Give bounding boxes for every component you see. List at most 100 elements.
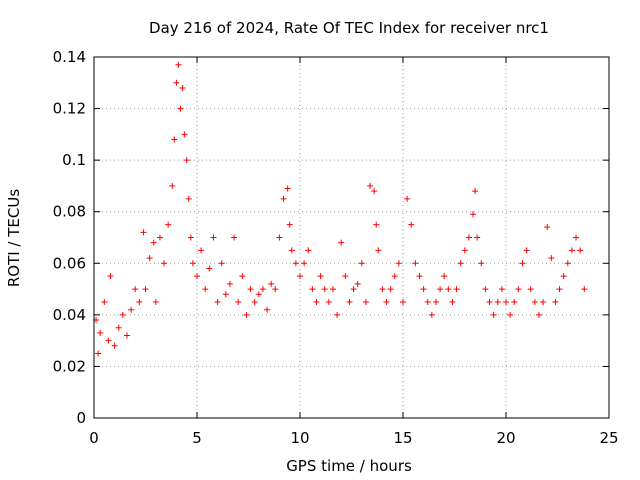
data-point [338, 239, 345, 246]
data-point [527, 286, 534, 293]
y-tick-label: 0.1 [62, 151, 86, 169]
data-point [449, 298, 456, 305]
data-point [136, 298, 143, 305]
data-point [107, 273, 114, 280]
data-point [231, 234, 238, 241]
data-point [305, 247, 312, 254]
grid-lines [94, 57, 609, 418]
data-point [214, 298, 221, 305]
data-point [424, 298, 431, 305]
data-point [342, 273, 349, 280]
data-point [453, 286, 460, 293]
data-point [519, 260, 526, 267]
data-point [329, 286, 336, 293]
x-tick-label: 5 [192, 429, 202, 447]
data-point [416, 273, 423, 280]
data-point [264, 306, 271, 313]
data-point [119, 311, 126, 318]
data-point [373, 221, 380, 228]
data-point [288, 247, 295, 254]
data-point [523, 247, 530, 254]
data-point [101, 298, 108, 305]
data-point [358, 260, 365, 267]
data-point [535, 311, 542, 318]
data-point [243, 311, 250, 318]
data-point [581, 286, 588, 293]
data-point [470, 211, 477, 218]
data-point [284, 185, 291, 192]
data-point [503, 298, 509, 305]
data-point [280, 195, 287, 202]
data-point [175, 61, 182, 68]
data-point [375, 247, 382, 254]
data-point [239, 273, 246, 280]
y-axis-label: ROTI / TECUs [5, 189, 23, 287]
data-point [140, 229, 147, 236]
data-point [185, 195, 192, 202]
data-point [461, 247, 468, 254]
data-point [161, 260, 168, 267]
data-point [276, 234, 283, 241]
data-point [354, 280, 361, 287]
data-point [371, 188, 378, 195]
data-point [105, 337, 112, 344]
x-tick-label: 10 [290, 429, 309, 447]
chart-title: Day 216 of 2024, Rate Of TEC Index for r… [149, 19, 549, 37]
data-point [544, 224, 551, 231]
data-point [210, 234, 217, 241]
data-point [272, 286, 279, 293]
data-point [177, 105, 184, 112]
data-point [573, 234, 580, 241]
data-point [255, 291, 262, 298]
data-point [400, 298, 406, 305]
data-point [490, 311, 497, 318]
data-point [577, 247, 584, 254]
data-point [556, 286, 563, 293]
data-point [95, 350, 102, 357]
data-points [93, 61, 588, 357]
data-point [486, 298, 493, 305]
y-tick-label: 0.12 [53, 100, 86, 118]
data-point [404, 195, 411, 202]
data-point [472, 188, 479, 195]
data-point [346, 298, 353, 305]
data-point [441, 273, 448, 280]
data-point [146, 255, 153, 262]
y-tick-label: 0.06 [53, 254, 86, 272]
data-point [428, 311, 435, 318]
data-point [226, 280, 233, 287]
y-tick-label: 0.14 [53, 48, 86, 66]
data-point [515, 286, 522, 293]
data-point [498, 286, 505, 293]
data-point [391, 273, 398, 280]
y-tick-label: 0.02 [53, 357, 86, 375]
data-point [259, 286, 266, 293]
data-point [432, 298, 439, 305]
data-point [235, 298, 242, 305]
data-point [150, 239, 157, 246]
data-point [478, 260, 485, 267]
data-point [286, 221, 293, 228]
x-tick-label: 0 [89, 429, 99, 447]
data-point [408, 221, 415, 228]
data-point [142, 286, 149, 293]
data-point [387, 286, 394, 293]
data-point [474, 234, 481, 241]
y-tick-label: 0.08 [53, 203, 86, 221]
x-tick-label: 15 [393, 429, 412, 447]
y-tick-label: 0.04 [53, 306, 86, 324]
data-point [169, 182, 176, 189]
data-point [206, 265, 213, 272]
data-point [115, 324, 122, 331]
data-point [198, 247, 205, 254]
data-point [367, 182, 374, 189]
data-point [350, 286, 357, 293]
data-point [552, 298, 559, 305]
data-point [317, 273, 324, 280]
data-point [187, 234, 194, 241]
data-point [548, 255, 555, 262]
data-point [482, 286, 489, 293]
data-point [123, 332, 130, 339]
